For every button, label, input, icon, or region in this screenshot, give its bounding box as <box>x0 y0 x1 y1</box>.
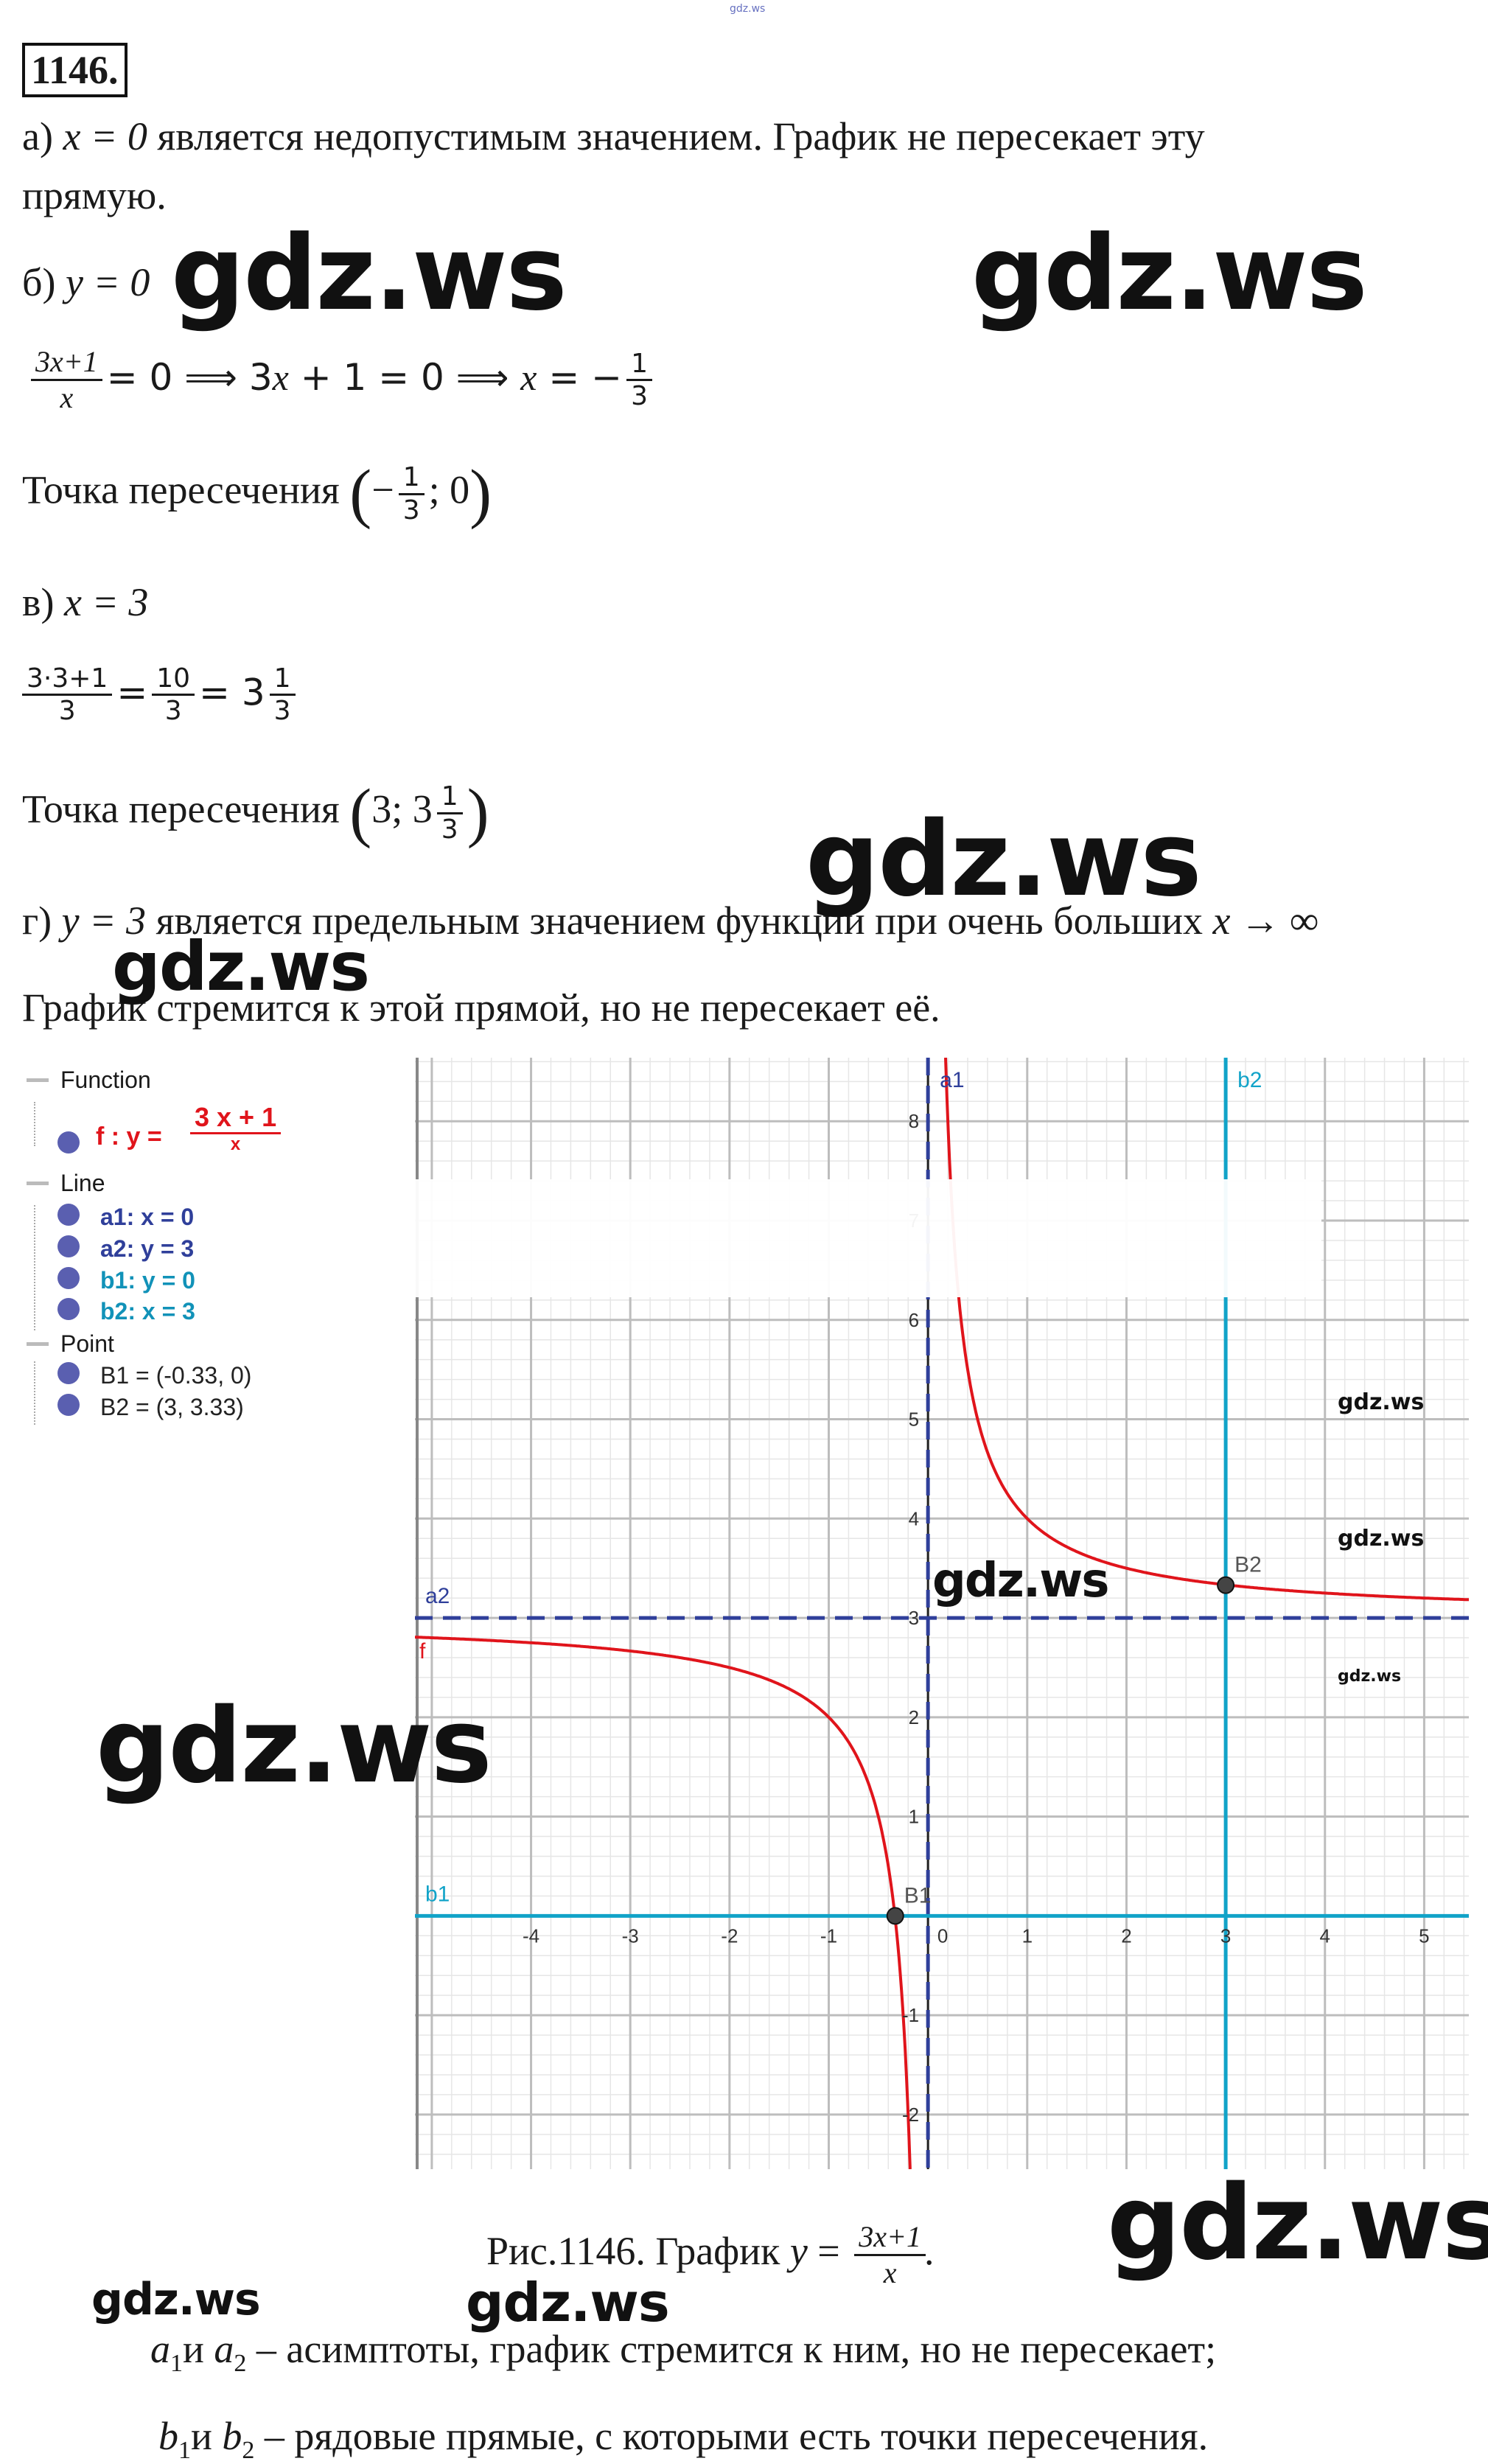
fraction: 10 3 <box>152 663 195 727</box>
y-tick-label: 1 <box>909 1806 919 1828</box>
line-label-a2: a2 <box>425 1584 450 1608</box>
part-v-line: в) x = 3 <box>22 580 149 624</box>
x-tick-label: 4 <box>1320 1924 1330 1947</box>
part-b-line: б) y = 0 <box>22 262 150 302</box>
y-tick-label: 5 <box>909 1409 919 1431</box>
collapse-icon[interactable] <box>27 1182 49 1185</box>
problem-number: 1146. <box>22 43 128 97</box>
visibility-dot-icon[interactable] <box>57 1298 80 1320</box>
y-tick-label: 3 <box>909 1607 919 1629</box>
x-tick-label: -2 <box>721 1924 738 1947</box>
part-a-line2: прямую. <box>22 173 167 217</box>
erased-patch <box>415 1179 1321 1297</box>
watermark: gdz.ws <box>112 927 370 1006</box>
watermark: gdz.ws <box>971 214 1368 334</box>
y-tick-label: 2 <box>909 1706 919 1728</box>
figure-caption: Рис.1146. График y = 3x+1 x. <box>486 2220 935 2290</box>
visibility-dot-icon[interactable] <box>57 1394 80 1416</box>
part-a-text: является недопустимым значением. График … <box>147 114 1205 158</box>
visibility-dot-icon[interactable] <box>57 1204 80 1226</box>
visibility-dot-icon[interactable] <box>57 1131 80 1154</box>
watermark: gdz.ws <box>1338 1526 1425 1552</box>
y-tick-label: -1 <box>902 2004 919 2026</box>
watermark: gdz.ws <box>171 214 567 334</box>
part-a-label: а) <box>22 114 53 158</box>
note-ordinary-lines: b1и b2 – рядовые прямые, с которыми есть… <box>158 2414 1209 2464</box>
watermark: gdz.ws <box>466 2272 670 2334</box>
y-tick-label: 8 <box>909 1110 919 1132</box>
visibility-dot-icon[interactable] <box>57 1362 80 1384</box>
watermark: gdz.ws <box>1107 2163 1488 2283</box>
part-v-point: Точка пересечения (3; 3 1 3) <box>22 776 489 849</box>
fraction: 3·3+1 3 <box>22 663 113 727</box>
part-a-expr: x = 0 <box>63 114 147 158</box>
watermark: gdz.ws <box>1338 1389 1425 1415</box>
line-label-a1: a1 <box>940 1068 964 1092</box>
y-tick-label: -2 <box>902 2104 919 2126</box>
part-b-expr: y = 0 <box>65 260 150 304</box>
point-label-B1: B1 <box>904 1883 932 1908</box>
part-g-line1: г) y = 3 является предельным значением ф… <box>22 898 1318 943</box>
visibility-dot-icon[interactable] <box>57 1267 80 1289</box>
part-g-line2: График стремится к этой прямой, но не пе… <box>22 985 940 1030</box>
x-tick-label: 5 <box>1419 1924 1429 1947</box>
watermark: gdz.ws <box>1338 1667 1402 1686</box>
watermark: gdz.ws <box>96 1686 492 1807</box>
x-tick-label: 2 <box>1121 1924 1131 1947</box>
part-b-label: б) <box>22 260 56 304</box>
part-a-line1: а) x = 0 является недопустимым значением… <box>22 116 1205 156</box>
fraction: 3x+1 x <box>31 345 102 415</box>
curve-label-f: f <box>419 1639 426 1664</box>
line-label-b2: b2 <box>1237 1068 1262 1092</box>
fraction: 3x+1 x <box>854 2220 926 2290</box>
point-B2 <box>1217 1576 1235 1594</box>
y-tick-label: 4 <box>909 1507 919 1529</box>
x-tick-label: -3 <box>622 1924 639 1947</box>
curve-f-right-branch <box>944 1058 1469 1602</box>
watermark: gdz.ws <box>91 2274 261 2325</box>
collapse-icon[interactable] <box>27 1342 49 1346</box>
curve-f-left-branch <box>415 1636 912 2169</box>
point-label-B2: B2 <box>1234 1553 1262 1577</box>
collapse-icon[interactable] <box>27 1078 49 1082</box>
watermark: gdz.ws <box>806 800 1202 920</box>
point-B1 <box>886 1907 904 1925</box>
x-tick-label: 0 <box>937 1924 948 1947</box>
x-tick-label: -4 <box>523 1924 539 1947</box>
watermark-top: gdz.ws <box>730 3 766 15</box>
y-tick-label: 6 <box>909 1309 919 1331</box>
watermark: gdz.ws <box>932 1554 1109 1608</box>
x-tick-label: -1 <box>820 1924 837 1947</box>
line-label-b1: b1 <box>425 1882 450 1906</box>
visibility-dot-icon[interactable] <box>57 1235 80 1257</box>
x-tick-label: 1 <box>1022 1924 1033 1947</box>
x-tick-label: 3 <box>1220 1924 1231 1947</box>
part-b-point: Точка пересечения (− 1 3; 0) <box>22 457 492 530</box>
note-asymptotes: a1и a2 – асимптоты, график стремится к н… <box>150 2327 1217 2377</box>
part-b-equation: 3x+1 x = 0 ⟹ 3x + 1 = 0 ⟹ x = −1 3 <box>27 345 657 415</box>
